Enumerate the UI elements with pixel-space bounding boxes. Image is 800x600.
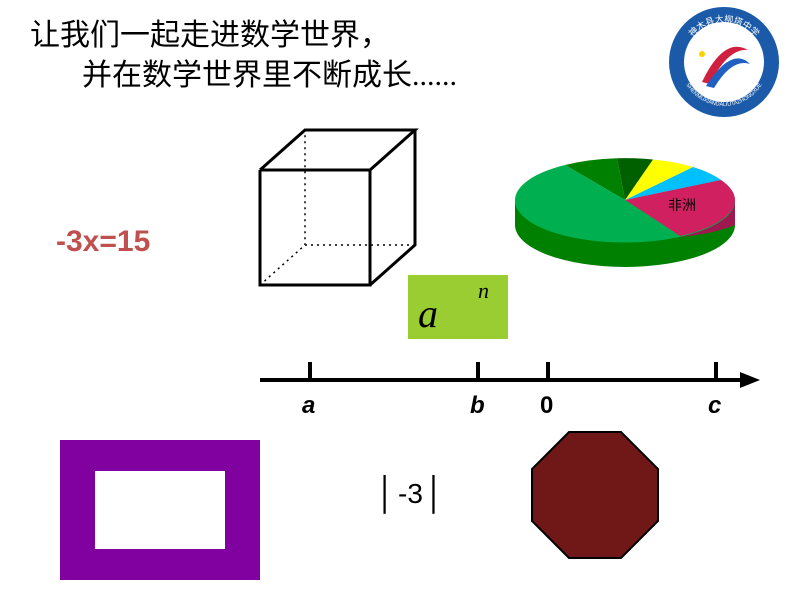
- equation-text: -3x=15: [56, 225, 150, 259]
- number-line: [260, 350, 760, 420]
- title-line-1: 让我们一起走进数学世界，: [30, 10, 390, 54]
- octagon: [530, 430, 660, 560]
- title-line-2: 并在数学世界里不断成长......: [82, 50, 457, 94]
- purple-frame: [60, 440, 260, 580]
- tick-c: c: [708, 392, 721, 420]
- power-exponent: n: [478, 278, 489, 304]
- school-logo: 神木县大柳塔中学 SHENMUXIANDALIUTAZHONGXUE: [668, 6, 780, 118]
- frame-inner: [95, 471, 225, 549]
- absolute-value: │-3│: [374, 475, 447, 512]
- pie-label-africa: 非洲: [668, 198, 696, 214]
- pie-chart: 非洲: [500, 150, 750, 270]
- tick-a: a: [302, 392, 315, 420]
- cube-diagram: [250, 120, 420, 295]
- abs-text: -3: [398, 478, 423, 510]
- power-base: a: [418, 290, 438, 337]
- tick-b: b: [470, 392, 485, 420]
- tick-0: 0: [540, 392, 553, 420]
